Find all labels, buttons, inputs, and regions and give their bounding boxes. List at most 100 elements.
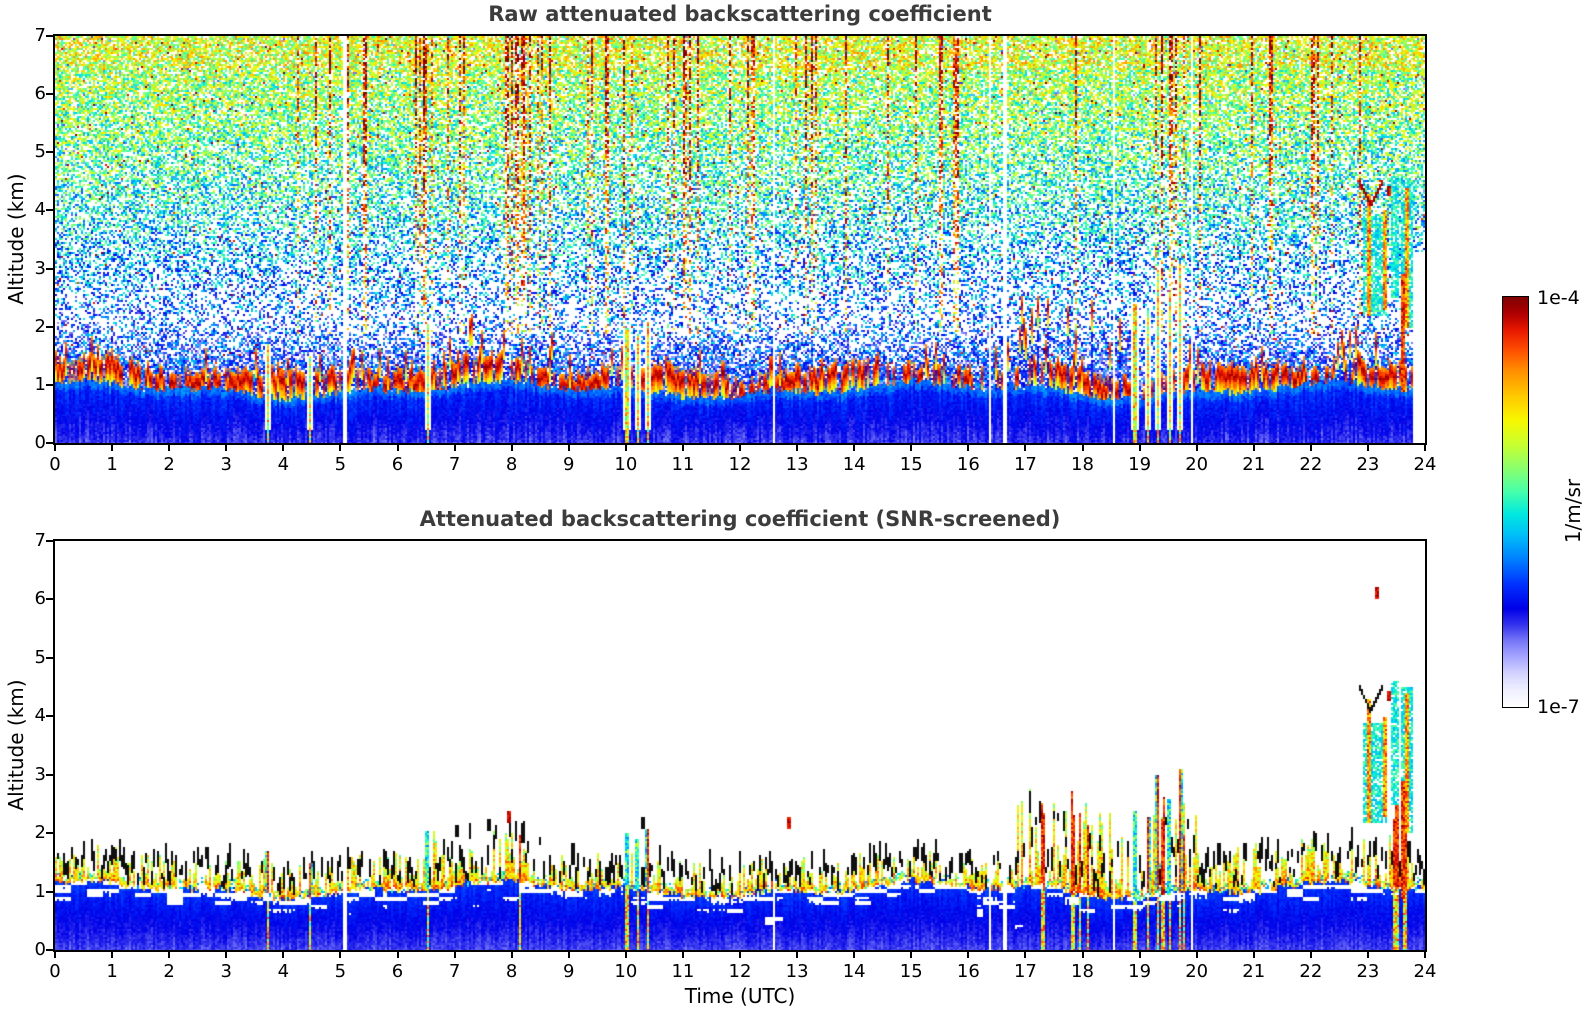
x-tick <box>1309 445 1312 451</box>
x-tick-label: 12 <box>728 454 752 475</box>
x-tick-label: 14 <box>842 454 866 475</box>
x-tick-label: 11 <box>671 961 695 982</box>
y-tick-label: 6 <box>34 83 46 105</box>
x-tick <box>1024 445 1027 451</box>
y-tick <box>46 442 53 444</box>
x-tick <box>853 952 856 958</box>
x-tick <box>1081 952 1084 958</box>
y-tick-label: 2 <box>34 315 46 337</box>
x-tick <box>681 445 684 451</box>
y-tick-label: 4 <box>34 705 46 727</box>
x-tick <box>1081 445 1084 451</box>
x-tick <box>510 445 513 451</box>
plot1-frame <box>53 34 1427 445</box>
x-tick-label: 12 <box>728 961 752 982</box>
colorbar-gradient-canvas <box>1503 297 1528 707</box>
x-tick-label: 0 <box>49 961 61 982</box>
x-tick-label: 4 <box>277 961 290 982</box>
x-tick <box>1252 445 1255 451</box>
x-tick-label: 10 <box>614 454 638 475</box>
y-tick <box>46 383 53 386</box>
x-tick <box>1195 952 1198 958</box>
y-tick-label: 2 <box>34 822 46 844</box>
x-tick <box>54 445 56 451</box>
y-tick <box>46 540 53 542</box>
x-tick <box>1252 952 1255 958</box>
x-tick-label: 24 <box>1413 961 1437 982</box>
x-tick <box>910 445 913 451</box>
y-tick-label: 0 <box>34 939 46 960</box>
x-tick-label: 19 <box>1128 454 1152 475</box>
y-tick-label: 4 <box>34 199 46 221</box>
y-tick <box>46 209 53 212</box>
x-tick-label: 10 <box>614 961 638 982</box>
x-tick <box>796 952 799 958</box>
y-tick <box>46 773 53 776</box>
x-tick <box>567 952 570 958</box>
x-tick-label: 2 <box>163 454 175 475</box>
x-tick <box>396 445 399 451</box>
x-tick <box>339 952 342 958</box>
y-tick <box>46 715 53 718</box>
x-axis-label: Time (UTC) <box>684 984 796 1008</box>
x-tick <box>168 445 171 451</box>
x-tick-label: 17 <box>1013 454 1037 475</box>
x-tick-label: 13 <box>785 961 809 982</box>
x-tick <box>282 445 285 451</box>
x-tick-label: 23 <box>1356 454 1380 475</box>
y-tick-label: 1 <box>34 880 46 902</box>
x-tick <box>1366 952 1369 958</box>
x-tick <box>1024 952 1027 958</box>
y-tick <box>46 890 53 893</box>
x-tick-label: 0 <box>49 454 61 475</box>
y-tick <box>46 598 53 601</box>
x-tick-label: 2 <box>163 961 175 982</box>
x-tick-label: 14 <box>842 961 866 982</box>
x-tick-label: 5 <box>334 454 347 475</box>
x-tick <box>1138 445 1141 451</box>
y-tick <box>46 267 53 270</box>
x-tick-label: 20 <box>1185 961 1209 982</box>
x-tick <box>967 445 970 451</box>
x-tick-label: 8 <box>505 961 518 982</box>
x-tick-label: 24 <box>1413 454 1437 475</box>
y-tick-label: 3 <box>34 763 46 785</box>
y-tick <box>46 832 53 835</box>
x-tick <box>739 445 741 451</box>
x-tick <box>282 952 285 958</box>
x-tick-label: 11 <box>671 454 695 475</box>
y-tick <box>46 325 53 328</box>
y-tick <box>46 949 53 951</box>
x-tick <box>796 445 799 451</box>
x-tick-label: 18 <box>1071 454 1094 475</box>
x-tick-label: 15 <box>899 961 923 982</box>
x-tick-label: 7 <box>448 961 461 982</box>
x-tick-label: 22 <box>1299 961 1323 982</box>
x-tick <box>567 445 570 451</box>
colorbar-max-label: 1e-4 <box>1537 287 1580 309</box>
x-tick-label: 20 <box>1185 454 1209 475</box>
colorbar-unit-label: 1/m/sr <box>1561 478 1585 544</box>
x-tick <box>396 952 399 958</box>
x-tick-label: 22 <box>1299 454 1323 475</box>
y-tick-label: 5 <box>34 646 46 668</box>
x-tick <box>111 445 114 451</box>
x-tick-label: 16 <box>956 454 980 475</box>
x-tick-label: 17 <box>1013 961 1037 982</box>
x-tick-label: 3 <box>220 961 232 982</box>
colorbar <box>1502 296 1529 708</box>
y-tick-label: 0 <box>34 432 46 453</box>
y-tick-label: 3 <box>34 257 46 279</box>
x-tick <box>739 952 741 958</box>
x-tick <box>1138 952 1141 958</box>
x-tick-label: 7 <box>448 454 461 475</box>
y-tick <box>46 151 53 154</box>
x-tick <box>853 445 856 451</box>
plot1-title: Raw attenuated backscattering coefficien… <box>488 2 992 26</box>
y-tick <box>46 656 53 659</box>
x-tick-label: 18 <box>1071 961 1094 982</box>
y-tick <box>46 35 53 37</box>
x-tick-label: 19 <box>1128 961 1152 982</box>
x-tick-label: 1 <box>106 454 118 475</box>
